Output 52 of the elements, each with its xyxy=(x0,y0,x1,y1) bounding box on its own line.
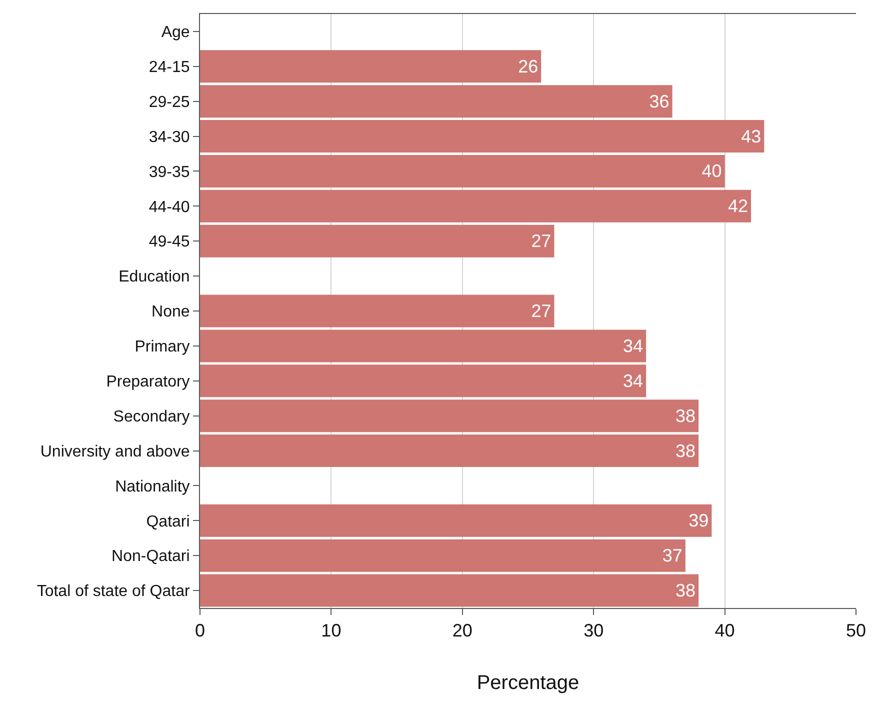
data-label: 38 xyxy=(676,580,696,601)
data-label: 27 xyxy=(531,231,552,252)
bar xyxy=(200,574,699,607)
bar xyxy=(200,190,752,222)
bar xyxy=(200,330,646,362)
bar xyxy=(200,400,699,432)
y-tick-label: Preparatory xyxy=(106,373,190,390)
y-tick-label: University and above xyxy=(40,443,190,460)
x-tick-label: 30 xyxy=(584,620,604,641)
x-tick-label: 40 xyxy=(714,620,735,641)
y-tick-label: 29-25 xyxy=(148,94,190,111)
y-tick-label: Non-Qatari xyxy=(112,548,190,566)
y-tick-label: 34-30 xyxy=(148,128,190,146)
y-tick-label: 49-45 xyxy=(148,234,190,251)
bar xyxy=(200,294,554,328)
y-tick-label: Education xyxy=(118,268,190,286)
data-label: 34 xyxy=(623,336,644,356)
y-tick-label: 44-40 xyxy=(148,198,190,216)
bar xyxy=(200,539,686,572)
y-tick-label: 24-15 xyxy=(148,59,190,76)
y-tick-label: Qatari xyxy=(146,513,190,530)
data-label: 43 xyxy=(741,126,762,146)
bar xyxy=(200,154,725,188)
data-label: 38 xyxy=(676,440,696,461)
data-label: 26 xyxy=(518,56,538,76)
bar xyxy=(200,85,672,118)
x-axis-title: Percentage xyxy=(476,672,580,694)
x-tick-label: 0 xyxy=(194,620,206,641)
bar xyxy=(200,364,646,398)
data-label: 39 xyxy=(688,510,709,531)
bar xyxy=(200,50,542,83)
data-label: 37 xyxy=(662,546,682,566)
y-tick-label: Primary xyxy=(134,338,190,356)
bar xyxy=(200,504,712,537)
data-label: 36 xyxy=(649,91,670,112)
bar xyxy=(200,224,554,258)
bar xyxy=(200,434,699,468)
x-tick-label: 20 xyxy=(452,620,472,641)
y-tick-label: 39-35 xyxy=(148,164,190,181)
y-tick-label: Total of state of Qatar xyxy=(36,583,190,600)
data-label: 34 xyxy=(623,370,644,391)
x-tick-label: 50 xyxy=(846,620,866,641)
data-label: 38 xyxy=(676,406,696,426)
data-label: 27 xyxy=(531,301,552,321)
y-tick-label: Nationality xyxy=(115,478,190,496)
data-label: 42 xyxy=(728,196,748,216)
x-tick-label: 10 xyxy=(321,620,342,641)
bar xyxy=(200,120,764,153)
data-label: 40 xyxy=(702,161,722,182)
y-tick-label: Age xyxy=(161,24,190,42)
y-tick-label: None xyxy=(152,304,190,321)
y-tick-label: Secondary xyxy=(113,408,190,426)
